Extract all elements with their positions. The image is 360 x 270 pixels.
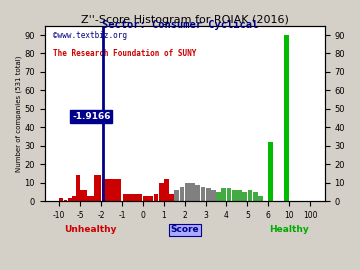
Bar	[80, 190, 87, 201]
Bar	[72, 196, 76, 201]
Bar	[143, 196, 148, 201]
Bar	[253, 192, 257, 201]
Bar	[76, 176, 80, 201]
Bar	[68, 198, 72, 201]
Y-axis label: Number of companies (531 total): Number of companies (531 total)	[15, 55, 22, 172]
Bar	[190, 183, 195, 201]
Bar	[153, 194, 158, 201]
Bar	[237, 190, 242, 201]
Bar	[211, 190, 216, 201]
Bar	[185, 183, 190, 201]
Bar	[64, 200, 67, 201]
Bar	[201, 187, 205, 201]
Bar	[59, 198, 63, 201]
Bar	[258, 196, 263, 201]
Text: Healthy: Healthy	[269, 225, 309, 234]
Text: Score: Score	[170, 225, 199, 234]
Text: Sector: Consumer Cyclical: Sector: Consumer Cyclical	[102, 20, 258, 30]
Bar	[174, 190, 179, 201]
Bar	[195, 185, 200, 201]
Bar	[284, 35, 289, 201]
Text: ©www.textbiz.org: ©www.textbiz.org	[53, 31, 127, 40]
Bar	[242, 192, 247, 201]
Bar	[248, 190, 252, 201]
Bar	[232, 190, 237, 201]
Bar	[227, 188, 231, 201]
Bar	[269, 142, 273, 201]
Bar	[180, 187, 184, 201]
Bar	[159, 183, 163, 201]
Bar	[123, 194, 142, 201]
Text: The Research Foundation of SUNY: The Research Foundation of SUNY	[53, 49, 197, 58]
Bar	[148, 196, 153, 201]
Bar	[169, 194, 174, 201]
Bar	[102, 179, 121, 201]
Text: Unhealthy: Unhealthy	[64, 225, 117, 234]
Bar	[221, 188, 226, 201]
Bar	[164, 179, 169, 201]
Bar	[216, 192, 221, 201]
Bar	[94, 176, 101, 201]
Bar	[206, 188, 211, 201]
Title: Z''-Score Histogram for ROIAK (2016): Z''-Score Histogram for ROIAK (2016)	[81, 15, 289, 25]
Bar	[87, 196, 94, 201]
Text: -1.9166: -1.9166	[72, 112, 111, 121]
